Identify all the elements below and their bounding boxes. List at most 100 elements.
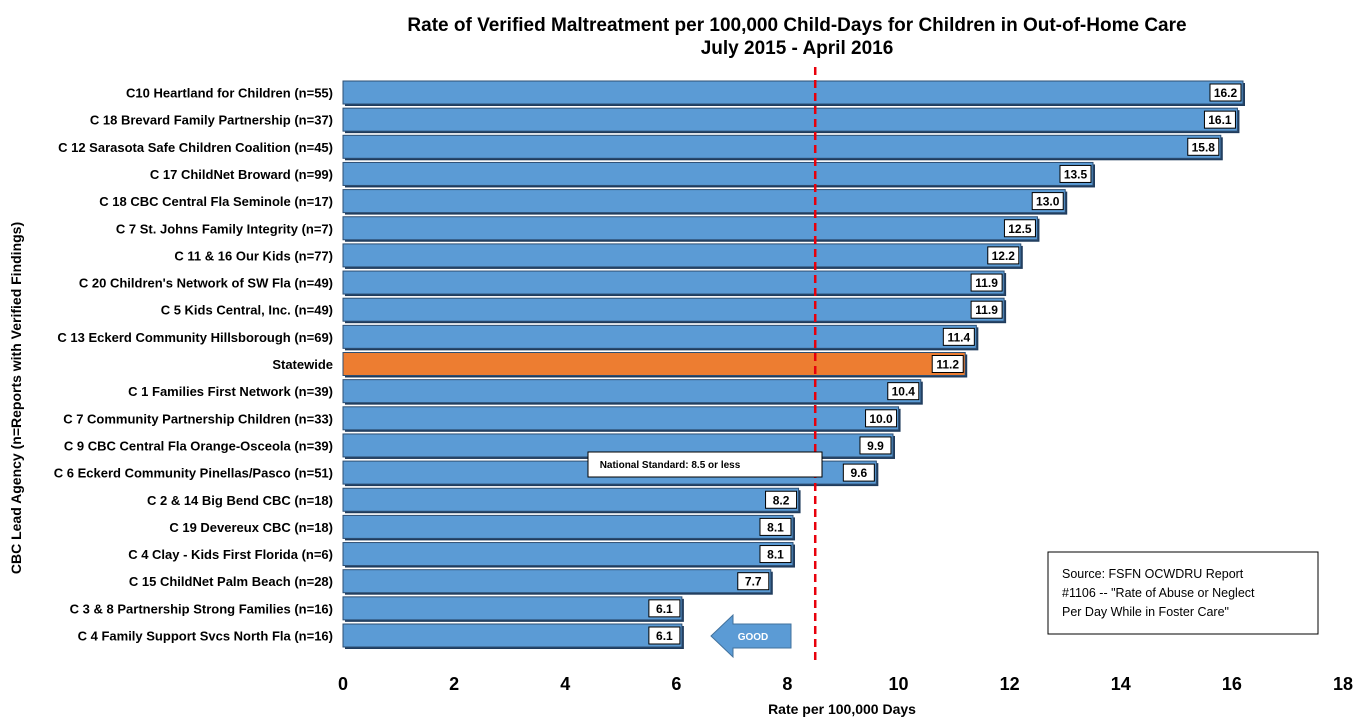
category-label: C 6 Eckerd Community Pinellas/Pasco (n=5… xyxy=(54,466,333,481)
bar xyxy=(342,161,1094,186)
x-tick-label: 18 xyxy=(1333,674,1353,694)
data-label-box xyxy=(970,273,1003,292)
category-label: C 2 & 14 Big Bend CBC (n=18) xyxy=(147,493,333,508)
data-label: 6.1 xyxy=(656,602,673,616)
national-standard-box xyxy=(587,451,823,478)
x-tick-label: 6 xyxy=(671,674,681,694)
x-tick-label: 16 xyxy=(1222,674,1242,694)
category-label: C 17 ChildNet Broward (n=99) xyxy=(150,167,333,182)
chart-subtitle: July 2015 - April 2016 xyxy=(701,38,894,59)
left-arrow-icon xyxy=(710,613,792,659)
source-line-1: Source: FSFN OCWDRU Report xyxy=(1062,567,1244,581)
data-label-box xyxy=(931,355,964,373)
bar xyxy=(342,324,977,349)
bar xyxy=(342,623,683,648)
data-label: 13.0 xyxy=(1036,195,1060,209)
bar xyxy=(342,514,794,539)
bar xyxy=(342,542,794,567)
data-label-box xyxy=(1059,164,1092,183)
bar xyxy=(342,596,683,621)
category-label: C 7 St. Johns Family Integrity (n=7) xyxy=(116,221,333,236)
bar xyxy=(342,243,1022,268)
data-label-box xyxy=(759,545,792,564)
bar xyxy=(342,80,1244,105)
data-label: 10.4 xyxy=(892,385,916,399)
bar xyxy=(342,487,800,512)
data-label: 9.9 xyxy=(867,439,884,453)
bar xyxy=(342,134,1222,159)
category-label: C 7 Community Partnership Children (n=33… xyxy=(63,411,333,426)
category-label: Statewide xyxy=(272,357,333,372)
data-label-box xyxy=(1187,137,1220,156)
category-label: C 11 & 16 Our Kids (n=77) xyxy=(174,248,333,263)
data-label-box xyxy=(887,382,920,401)
data-label-box xyxy=(1209,83,1242,102)
data-label: 15.8 xyxy=(1192,140,1216,154)
bar xyxy=(342,107,1238,132)
data-label-box xyxy=(1031,192,1064,211)
data-label: 16.1 xyxy=(1208,113,1232,127)
bar xyxy=(342,189,1066,214)
data-label-box xyxy=(842,463,875,482)
data-label: 6.1 xyxy=(656,629,673,643)
data-label-box xyxy=(987,246,1020,265)
chart-title: Rate of Verified Maltreatment per 100,00… xyxy=(407,15,1186,36)
data-label-box xyxy=(970,300,1003,319)
x-tick-label: 12 xyxy=(1000,674,1020,694)
data-label-box xyxy=(648,626,681,645)
category-label: C 1 Families First Network (n=39) xyxy=(128,384,333,399)
x-axis-ticks: 0 2 4 6 8 10 12 14 16 18 xyxy=(338,674,1353,694)
data-label-box xyxy=(759,517,792,536)
good-arrow-label: GOOD xyxy=(738,632,769,643)
category-label: C 18 CBC Central Fla Seminole (n=17) xyxy=(99,194,333,209)
category-label: C 4 Clay - Kids First Florida (n=6) xyxy=(128,547,333,562)
x-axis-label: Rate per 100,000 Days xyxy=(768,701,916,717)
data-label: 7.7 xyxy=(745,575,762,589)
data-label-box xyxy=(1003,219,1036,238)
data-label-box xyxy=(942,327,975,346)
category-label: C 18 Brevard Family Partnership (n=37) xyxy=(90,113,333,128)
data-label: 8.1 xyxy=(767,548,784,562)
category-label: C 3 & 8 Partnership Strong Families (n=1… xyxy=(70,601,333,616)
x-tick-label: 10 xyxy=(889,674,909,694)
data-label: 8.2 xyxy=(773,493,790,507)
data-label: 9.6 xyxy=(850,466,867,480)
data-label-box xyxy=(865,409,898,428)
source-line-2: #1106 -- "Rate of Abuse or Neglect xyxy=(1062,586,1255,600)
good-arrow: GOOD xyxy=(710,613,792,659)
data-label: 11.9 xyxy=(975,303,998,317)
category-label: C 5 Kids Central, Inc. (n=49) xyxy=(161,303,333,318)
category-label: C 12 Sarasota Safe Children Coalition (n… xyxy=(58,140,333,155)
x-tick-label: 2 xyxy=(449,674,459,694)
source-line-3: Per Day While in Foster Care" xyxy=(1062,605,1229,619)
category-label: C 9 CBC Central Fla Orange-Osceola (n=39… xyxy=(64,438,333,453)
bar xyxy=(342,216,1038,241)
data-label: 11.4 xyxy=(947,330,970,344)
data-label-box xyxy=(648,599,681,618)
data-label-box xyxy=(1203,110,1236,129)
national-standard-callout: National Standard: 8.5 or less xyxy=(587,451,823,478)
bar xyxy=(342,297,1005,322)
x-tick-label: 14 xyxy=(1111,674,1131,694)
data-label: 12.2 xyxy=(992,249,1016,263)
data-labels-group: 16.2 16.1 15.8 13.5 13.0 12.5 12.2 11.9 11.9 11.4… xyxy=(648,83,1242,645)
x-tick-label: 4 xyxy=(560,674,570,694)
data-label: 11.2 xyxy=(936,358,959,372)
source-note-box xyxy=(1047,551,1319,635)
category-label: C 13 Eckerd Community Hillsborough (n=69… xyxy=(57,330,333,345)
data-label: 11.9 xyxy=(975,276,998,290)
bar xyxy=(342,569,772,594)
x-tick-label: 0 xyxy=(338,674,348,694)
data-label: 13.5 xyxy=(1064,167,1088,181)
bar xyxy=(342,379,922,404)
data-label: 8.1 xyxy=(767,520,784,534)
category-labels-group: C10 Heartland for Children (n=55) C 18 Br… xyxy=(54,86,333,644)
bars-group xyxy=(342,80,1245,649)
national-standard-label: National Standard: 8.5 or less xyxy=(600,460,741,471)
data-label: 10.0 xyxy=(869,412,893,426)
data-label: 12.5 xyxy=(1008,222,1032,236)
data-label-box xyxy=(737,572,770,591)
data-label-box xyxy=(859,436,892,455)
bar xyxy=(342,406,900,431)
